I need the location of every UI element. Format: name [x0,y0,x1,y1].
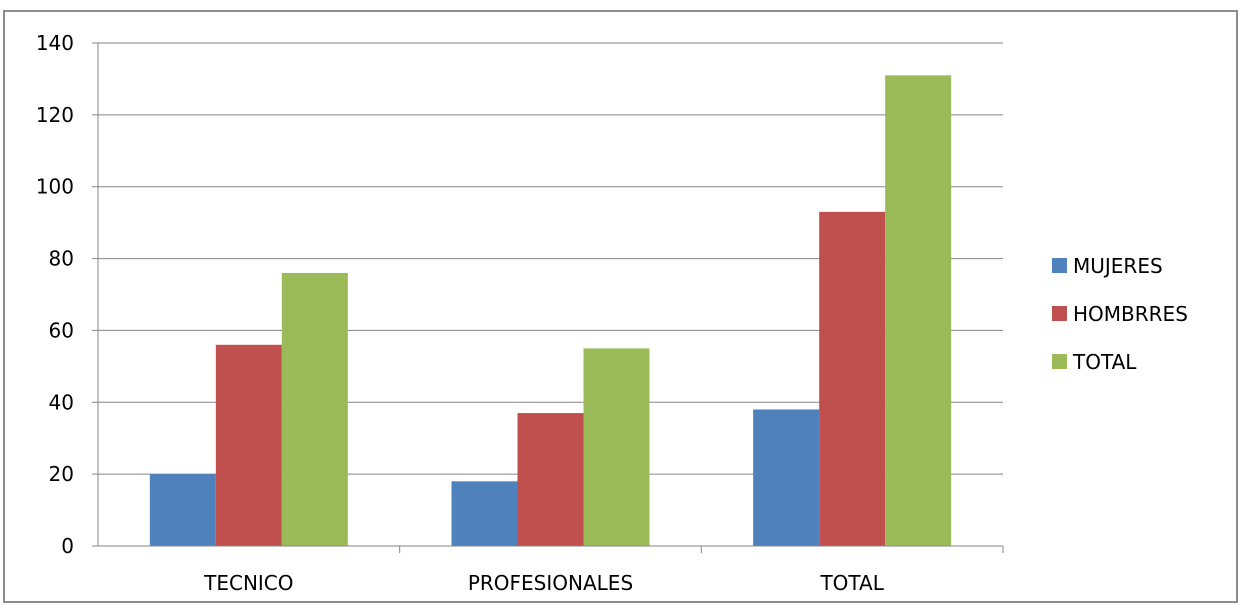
bar-profesionales-total [583,348,650,546]
y-tick-label: 20 [49,462,74,486]
legend-swatch-total [1052,354,1067,369]
legend-swatch-mujeres [1052,258,1067,273]
legend-label: MUJERES [1073,254,1163,278]
y-tick-label: 40 [49,390,74,414]
bars [149,75,952,546]
bar-profesionales-mujeres [451,481,518,546]
x-tick-label: TECNICO [203,571,293,595]
y-tick-label: 60 [49,318,74,342]
chart-frame [3,10,1238,603]
bar-total-total [885,75,952,546]
x-tick-label: PROFESIONALES [468,571,633,595]
legend-label: TOTAL [1072,350,1137,374]
bar-profesionales-hombrres [517,413,584,546]
bar-tecnico-total [281,272,348,546]
y-tick-label: 100 [36,175,74,199]
bar-tecnico-mujeres [149,474,216,546]
bar-total-hombrres [819,211,886,546]
y-axis-tick-labels: 0 20 40 60 80 100 120 140 [36,31,74,558]
y-tick-label: 120 [36,103,74,127]
y-tick-label: 80 [49,247,74,271]
x-axis-tick-labels: TECNICO PROFESIONALES TOTAL [203,571,885,595]
bar-total-mujeres [753,409,820,546]
bar-tecnico-hombrres [215,344,282,546]
x-tick-label: TOTAL [819,571,884,595]
legend-swatch-hombrres [1052,306,1067,321]
legend: MUJERES HOMBRRES TOTAL [1052,254,1188,374]
y-tick-label: 140 [36,31,74,55]
x-axis [97,43,1004,553]
y-tick-label: 0 [61,534,74,558]
legend-label: HOMBRRES [1073,302,1188,326]
